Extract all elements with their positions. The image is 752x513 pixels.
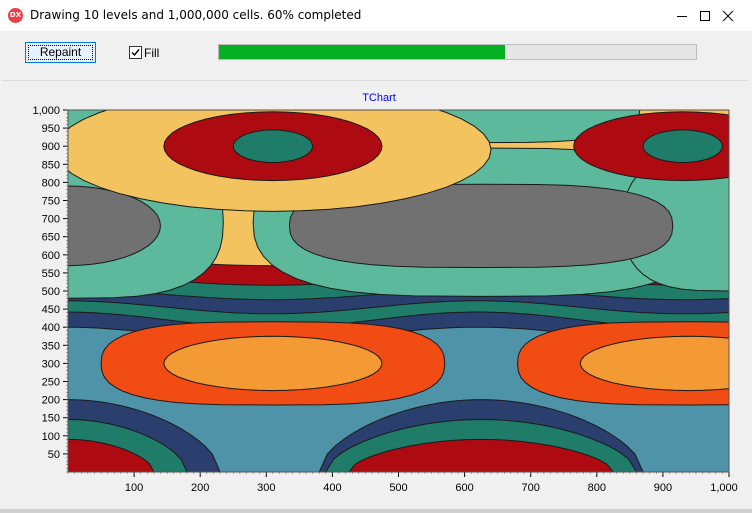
contour-lightorange-right — [579, 335, 729, 392]
x-tick-label: 1,000 — [710, 482, 738, 494]
y-axis: 1,000 950 900 850 800 750 700 650 600 550 500 450 40… — [32, 105, 68, 473]
y-tick-label: 1,000 — [32, 105, 60, 117]
y-tick-label: 750 — [42, 196, 60, 208]
status-strip — [0, 509, 752, 513]
y-tick-label: 550 — [42, 268, 60, 280]
x-tick-label: 200 — [191, 482, 209, 494]
x-tick-label: 900 — [654, 482, 672, 494]
y-tick-label: 950 — [42, 123, 60, 135]
y-tick-label: 650 — [42, 232, 60, 244]
y-tick-label: 600 — [42, 250, 60, 262]
chart-title: TChart — [362, 92, 396, 104]
focus-rect — [28, 45, 93, 60]
title-bar: DX Drawing 10 levels and 1,000,000 cells… — [0, 0, 752, 32]
checkmark-icon — [131, 49, 140, 57]
app-icon: DX — [8, 8, 23, 23]
x-tick-label: 400 — [323, 482, 341, 494]
y-tick-label: 900 — [42, 141, 60, 153]
y-tick-label: 250 — [42, 377, 60, 389]
y-tick-label: 850 — [42, 159, 60, 171]
contour-green-top-right — [642, 129, 723, 164]
close-icon — [722, 10, 734, 21]
fill-label: Fill — [144, 45, 160, 60]
fill-checkbox[interactable]: Fill — [129, 45, 159, 60]
progress-bar-fill — [219, 45, 506, 59]
y-tick-label: 50 — [48, 449, 60, 461]
contour-gray-mid — [288, 183, 674, 269]
fill-checkbox-box[interactable] — [129, 46, 142, 59]
y-tick-label: 450 — [42, 304, 60, 316]
y-tick-label: 800 — [42, 177, 60, 189]
x-tick-label: 700 — [522, 482, 540, 494]
minimize-icon — [677, 15, 687, 17]
x-axis: 100 200 300 400 500 600 700 800 900 1,000 — [67, 472, 738, 494]
contour-red-mound-left — [68, 438, 155, 472]
close-button[interactable] — [705, 0, 751, 31]
y-tick-label: 700 — [42, 214, 60, 226]
maximize-icon — [700, 10, 710, 21]
repaint-button[interactable]: Repaint — [25, 42, 96, 63]
contour-lightorange-left — [163, 335, 383, 392]
chart-panel: TChart 1,000 950 900 850 800 750 700 650 600 550 5… — [2, 80, 748, 510]
x-tick-label: 500 — [389, 482, 407, 494]
contour-green-top-left — [232, 129, 314, 164]
y-tick-label: 100 — [42, 431, 60, 443]
window-title: Drawing 10 levels and 1,000,000 cells. 6… — [30, 8, 362, 22]
maximize-button[interactable] — [682, 0, 728, 31]
progress-bar — [218, 44, 697, 60]
minimize-button[interactable] — [659, 0, 705, 31]
y-tick-label: 350 — [42, 340, 60, 352]
x-tick-label: 300 — [257, 482, 275, 494]
x-tick-label: 100 — [125, 482, 143, 494]
contour-red-mound-mid — [348, 438, 614, 472]
x-tick-label: 800 — [588, 482, 606, 494]
toolbar: Repaint Fill — [0, 31, 752, 78]
y-tick-label: 200 — [42, 395, 60, 407]
contour-chart[interactable]: TChart 1,000 950 900 850 800 750 700 650 600 550 5… — [2, 81, 748, 510]
contour-navy-mound-right — [742, 400, 748, 480]
y-tick-label: 150 — [42, 413, 60, 425]
plot-area — [68, 110, 748, 480]
y-tick-label: 400 — [42, 322, 60, 334]
repaint-label: Repaint — [39, 45, 82, 59]
y-tick-label: 300 — [42, 358, 60, 370]
x-tick-label: 600 — [455, 482, 473, 494]
y-tick-label: 500 — [42, 286, 60, 298]
